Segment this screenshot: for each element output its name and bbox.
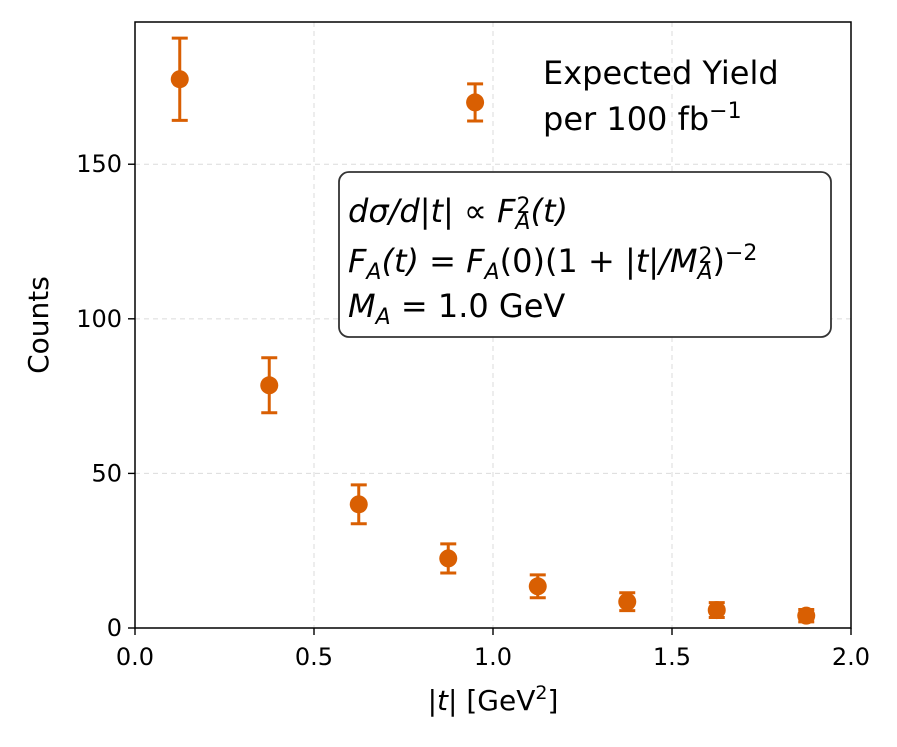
- formula-box: dσ/d|t| ∝ FA2(t) FA(t) = FA(0)(1 + |t|/M…: [338, 171, 832, 338]
- formula-line-3: MA = 1.0 GeV: [348, 287, 565, 330]
- x-tick-label: 1.0: [474, 643, 512, 671]
- annotation-luminosity-prefix: per 100 fb: [543, 100, 709, 138]
- data-point: [466, 93, 485, 112]
- x-tick-label: 0.0: [116, 643, 154, 671]
- data-point: [170, 70, 189, 89]
- x-axis-label: |t| [GeV2]: [428, 682, 559, 717]
- data-point: [260, 376, 279, 395]
- annotation-luminosity-exponent: −1: [709, 99, 741, 124]
- data-point: [528, 577, 547, 596]
- data-points: [170, 36, 816, 625]
- data-point: [439, 549, 458, 568]
- axis-ticks: 0.0 0.5 1.0 1.5 2.0 0 50 100 150: [76, 150, 870, 671]
- y-tick-label: 50: [91, 459, 122, 487]
- formula-box-frame: [338, 171, 832, 338]
- y-tick-label: 0: [107, 614, 122, 642]
- data-point: [349, 495, 368, 514]
- x-tick-label: 1.5: [653, 643, 691, 671]
- data-point: [618, 592, 637, 611]
- data-point: [797, 606, 816, 625]
- annotation-expected-yield: Expected Yield: [543, 54, 779, 92]
- x-tick-label: 2.0: [832, 643, 870, 671]
- formula-line-2: FA(t) = FA(0)(1 + |t|/MA2)−2: [348, 241, 757, 285]
- y-tick-label: 100: [76, 305, 122, 333]
- formula-line-1: dσ/d|t| ∝ FA2(t): [348, 192, 568, 235]
- annotation-luminosity: per 100 fb−1: [543, 99, 742, 139]
- x-tick-label: 0.5: [295, 643, 333, 671]
- y-tick-label: 150: [76, 150, 122, 178]
- y-axis-label: Counts: [22, 276, 55, 374]
- data-point: [707, 601, 726, 620]
